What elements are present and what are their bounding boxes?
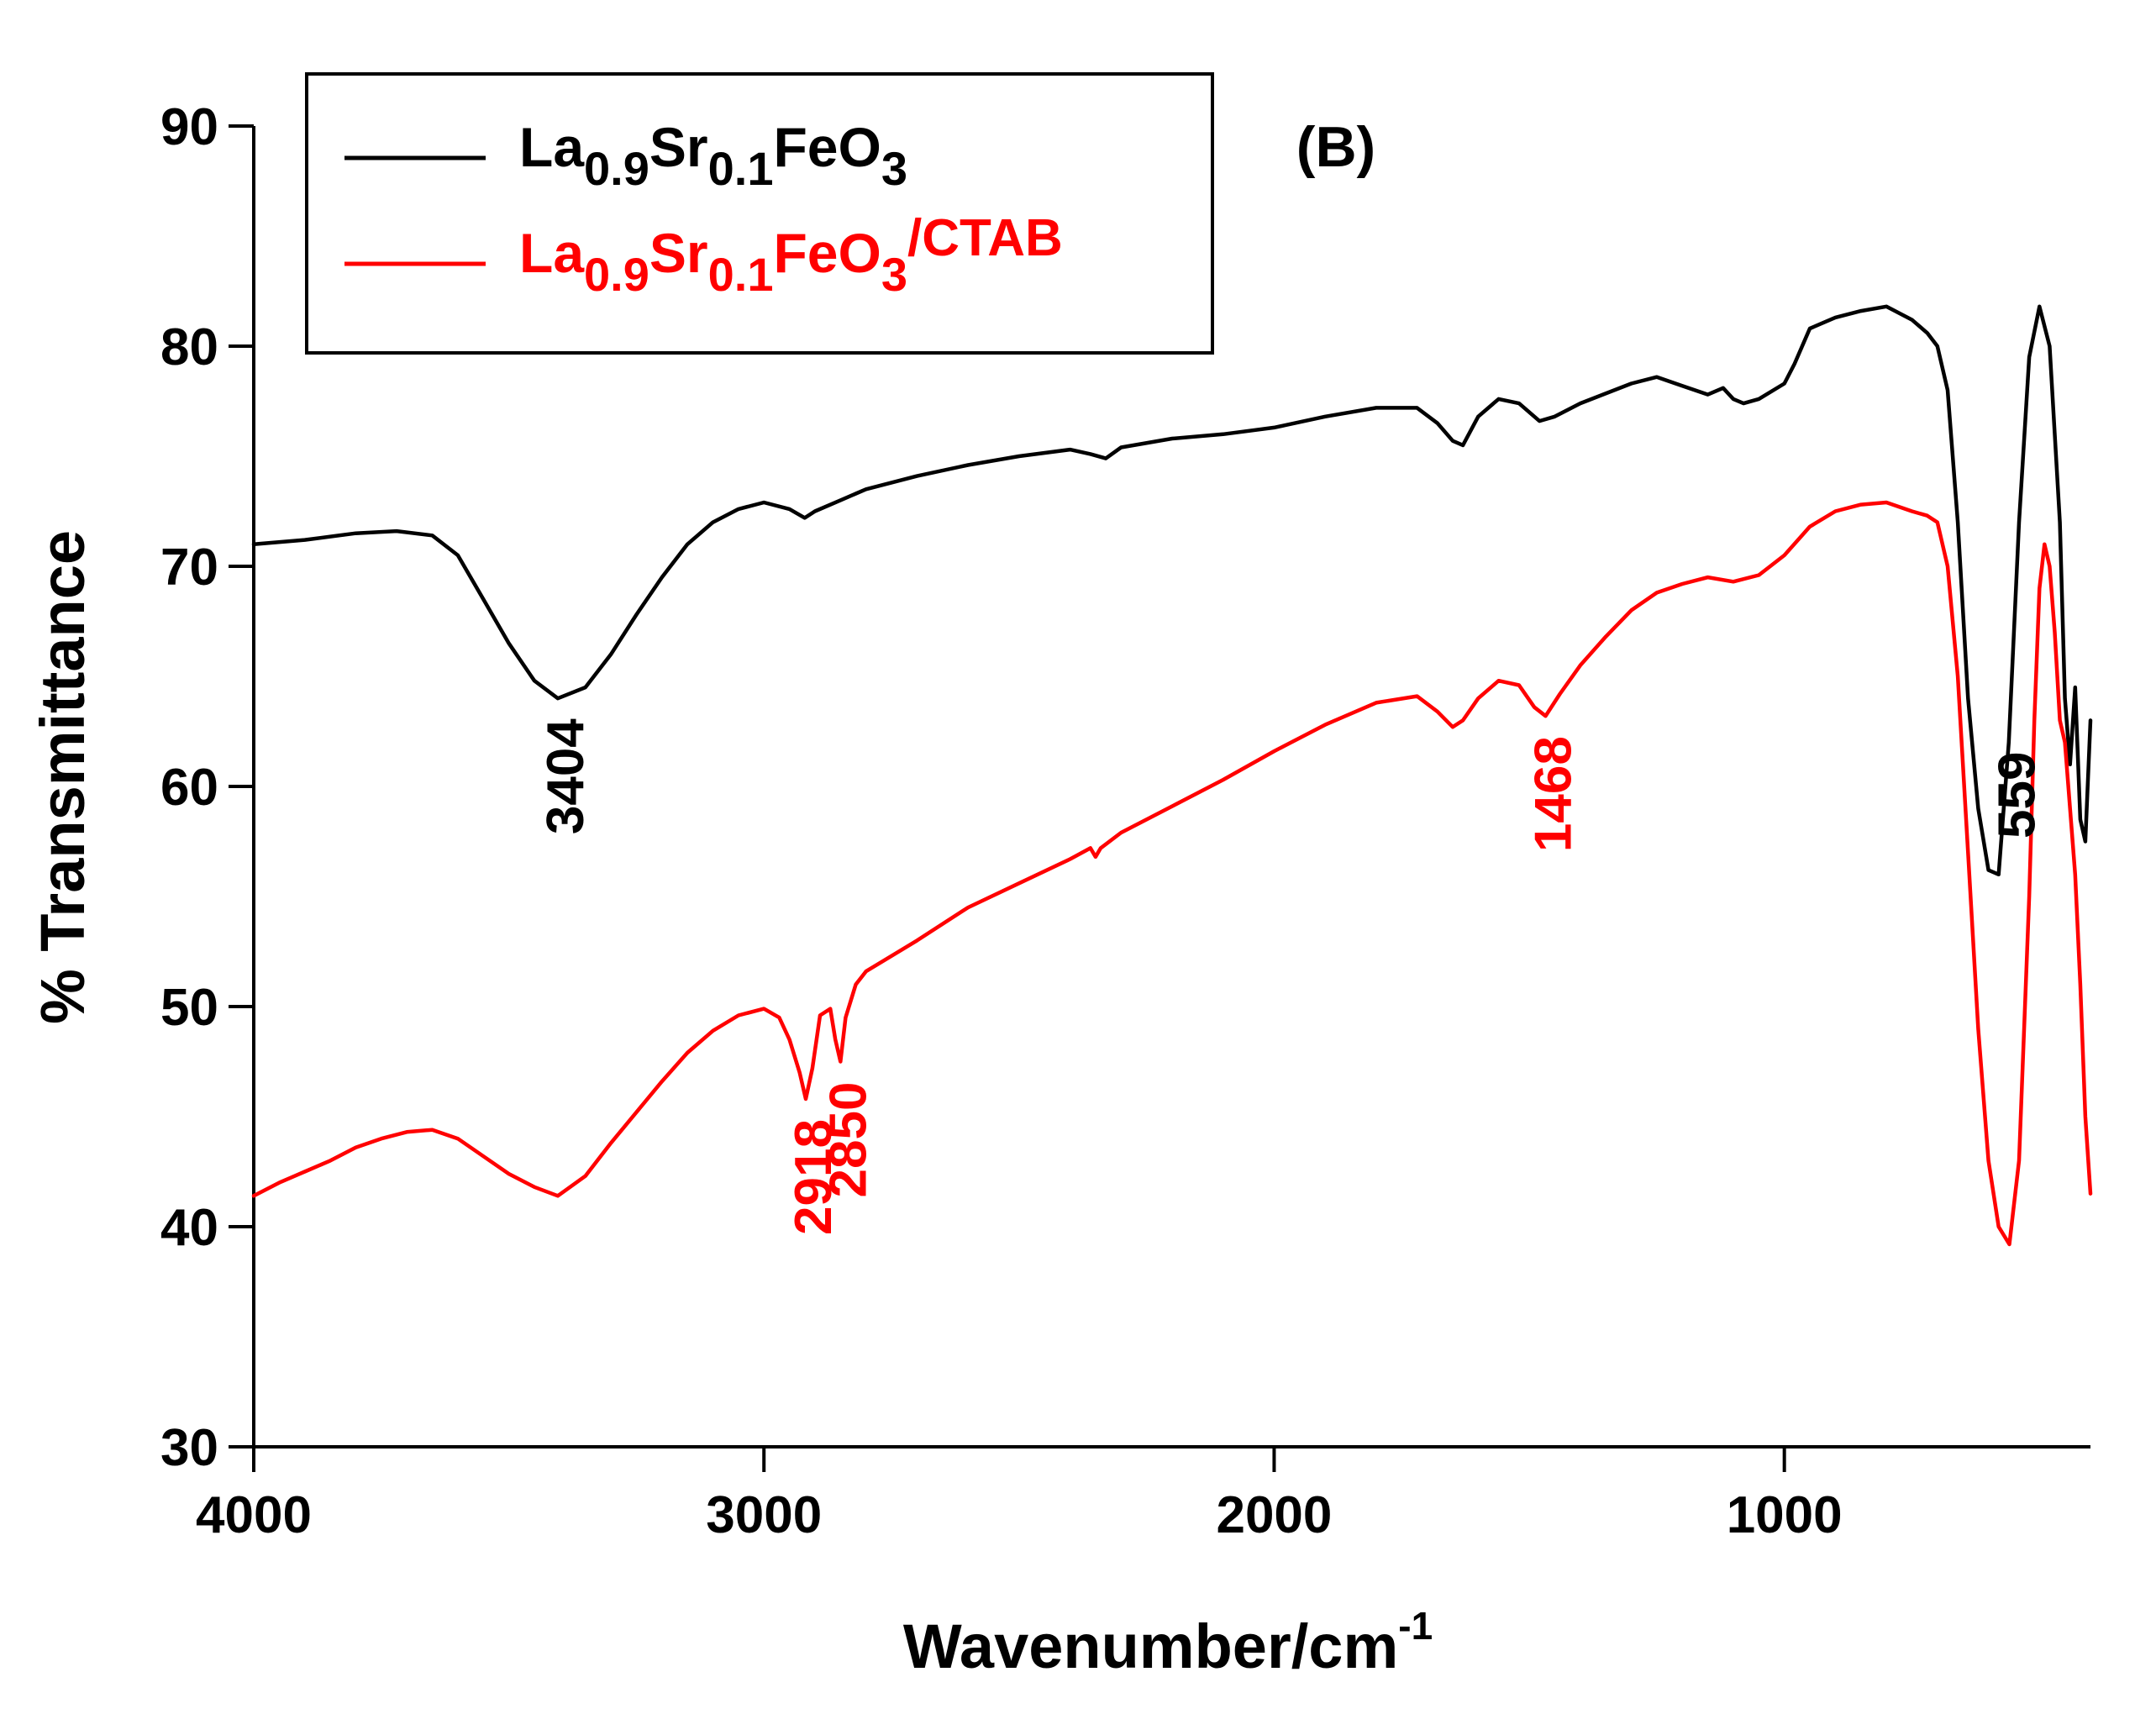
legend-label-1: La0.9Sr0.1FeO3 <box>519 116 907 195</box>
peak-annotation: 559 <box>1988 752 2046 839</box>
x-axis: 4000 3000 2000 1000 <box>196 1447 1843 1544</box>
y-tick-label: 30 <box>160 1419 218 1477</box>
legend-label-2: La0.9Sr0.1FeO3/CTAB <box>519 209 1063 301</box>
x-tick-label: 1000 <box>1727 1486 1843 1544</box>
legend-text-part: 0.1 <box>708 248 774 301</box>
legend-text-part: 3 <box>881 248 907 301</box>
legend-text-part: La <box>519 222 585 284</box>
peak-annotation: 2918 <box>785 1119 843 1235</box>
y-tick-label: 50 <box>160 979 218 1037</box>
legend-text-part: FeO <box>773 116 881 178</box>
peak-label-2918: 2918 <box>785 1119 843 1235</box>
x-tick-label: 3000 <box>706 1486 822 1544</box>
peak-annotation: 2850 <box>819 1082 877 1198</box>
y-axis: 30 40 50 60 70 80 90 <box>160 98 254 1477</box>
panel-label: (B) <box>1296 115 1375 179</box>
legend-text-part: 0.9 <box>584 248 649 301</box>
series-layer <box>251 304 2093 1247</box>
peak-annotation: 3404 <box>537 718 595 834</box>
series-line-1 <box>251 304 2093 877</box>
legend-text-part: 0.9 <box>584 142 649 195</box>
y-tick-label: 80 <box>160 318 218 376</box>
y-tick-label: 90 <box>160 98 218 156</box>
x-axis-title-superscript: -1 <box>1398 1604 1433 1648</box>
x-axis-title: Wavenumber/cm-1 <box>903 1604 1433 1681</box>
x-tick-label: 4000 <box>196 1486 312 1544</box>
legend-text-part: Sr <box>649 222 708 284</box>
y-axis-title: % Transmittance <box>28 530 97 1024</box>
peak-label-3404: 3404 <box>537 718 595 834</box>
legend-text-part: FeO <box>773 222 881 284</box>
legend-text-part: La <box>519 116 585 178</box>
peak-label-559: 559 <box>1988 752 2046 839</box>
peak-label-2850: 2850 <box>819 1082 877 1198</box>
legend-text-part: Sr <box>649 116 708 178</box>
legend-text-part: 0.1 <box>708 142 774 195</box>
series-line-2 <box>251 500 2093 1247</box>
y-tick-label: 70 <box>160 539 218 597</box>
x-tick-label: 2000 <box>1216 1486 1332 1544</box>
legend-box <box>305 72 1214 355</box>
x-axis-title-text: Wavenumber/cm <box>903 1611 1398 1681</box>
legend-text-part: /CTAB <box>907 209 1063 267</box>
peak-annotation: 1468 <box>1524 736 1582 852</box>
legend-text-part: 3 <box>881 142 907 195</box>
y-tick-label: 60 <box>160 759 218 817</box>
peak-label-1468: 1468 <box>1524 736 1582 852</box>
y-tick-label: 40 <box>160 1199 218 1257</box>
